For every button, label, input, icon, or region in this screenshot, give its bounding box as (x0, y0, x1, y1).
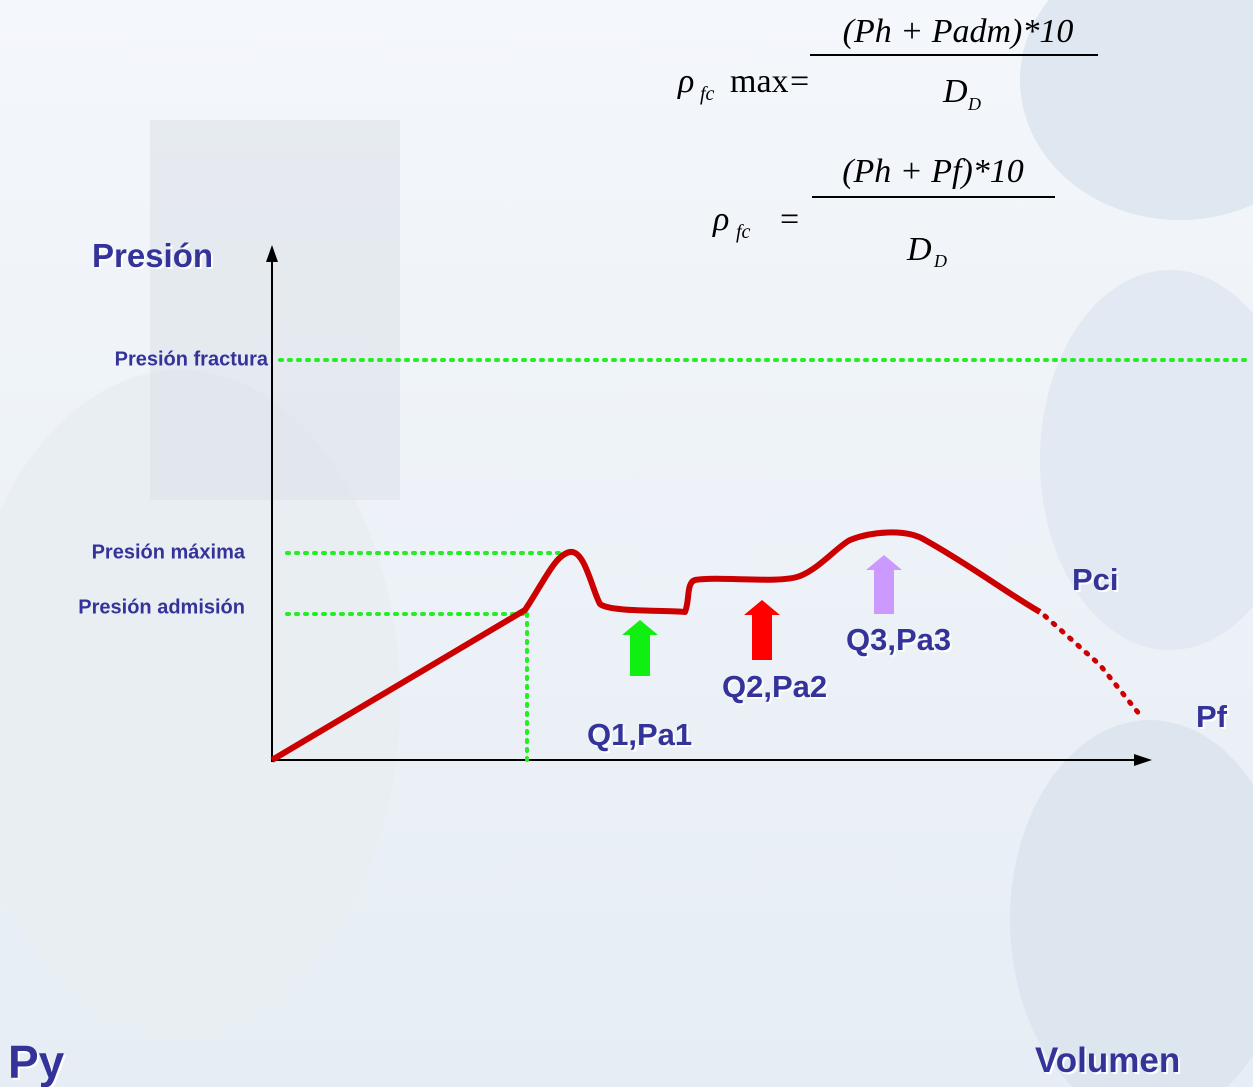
formula-numerator: (Ph + Padm)*10 (843, 13, 1074, 50)
level-label: Presión admisión (78, 596, 245, 618)
x-axis-label: Volumen (1035, 1041, 1180, 1080)
point-label: Pci (1072, 562, 1119, 597)
corner-label: Py (8, 1036, 65, 1087)
slide: ρ fc max = (Ph + Padm)*10 D D ρ fc = (Ph… (0, 0, 1253, 1087)
formula-equals: = (780, 201, 799, 238)
formula-denominator: D (942, 73, 968, 110)
y-axis-label: Presión (92, 237, 213, 274)
formula-equals: = (790, 63, 809, 100)
formula-sub: fc (700, 83, 715, 105)
arrow-label: Q1,Pa1 (587, 717, 692, 752)
formula-sub: D (967, 94, 981, 114)
formula-symbol: ρ (712, 201, 729, 238)
formula-numerator: (Ph + Pf)*10 (842, 153, 1024, 190)
point-label: Pf (1196, 699, 1228, 734)
formula-symbol: ρ (677, 63, 694, 100)
arrow-label: Q2,Pa2 (722, 669, 827, 704)
formula-suffix: max (730, 63, 789, 100)
level-label: Presión fractura (115, 348, 269, 370)
decor (150, 120, 400, 500)
formula-sub: fc (736, 221, 751, 243)
arrow-label: Q3,Pa3 (846, 622, 951, 657)
level-label: Presión máxima (92, 541, 246, 563)
formula-denominator: D (906, 231, 932, 268)
formula-sub: D (933, 251, 947, 271)
